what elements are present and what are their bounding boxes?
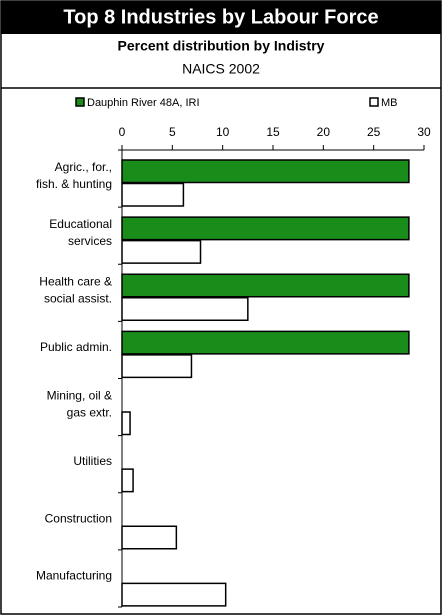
- label-line: Agric., for.,: [55, 160, 112, 174]
- x-tick-label: 0: [119, 125, 126, 139]
- x-tick-label: 25: [367, 125, 381, 139]
- bar: [121, 354, 193, 379]
- bar: [121, 297, 249, 321]
- legend-label: Dauphin River 48A, IRI: [87, 97, 200, 109]
- label-line: Construction: [45, 511, 112, 525]
- label-line: fish. & hunting: [36, 177, 112, 191]
- label-line: Educational: [49, 217, 112, 231]
- bar: [121, 468, 134, 493]
- x-tick-label: 15: [266, 125, 280, 139]
- bar: [121, 525, 178, 550]
- label-line: Mining, oil &: [47, 389, 112, 403]
- bar: [121, 159, 410, 184]
- bar: [121, 330, 410, 355]
- y-tick-label: Agric., for., fish. & hunting: [36, 160, 112, 191]
- bar: [121, 411, 131, 436]
- y-tick-label: Manufacturing: [36, 569, 112, 583]
- x-tick-label: 10: [216, 125, 230, 139]
- y-tick-label: Mining, oil & gas extr.: [47, 389, 112, 420]
- x-tick-label: 20: [317, 125, 331, 139]
- bar: [121, 582, 227, 607]
- bar: [121, 216, 410, 241]
- label-line: social assist.: [44, 291, 112, 305]
- bar: [121, 182, 185, 207]
- bar: [121, 273, 410, 298]
- bar: [121, 239, 202, 264]
- x-tick-label: 5: [169, 125, 176, 139]
- y-tick-label: Utilities: [73, 454, 112, 468]
- chart-title: Top 8 Industries by Labour Force: [63, 6, 378, 28]
- title-bar: [1, 1, 441, 34]
- chart-subtitle: NAICS 2002: [182, 61, 260, 77]
- label-line: Manufacturing: [36, 569, 112, 583]
- label-line: Utilities: [73, 454, 112, 468]
- y-tick-label: Health care & social assist.: [39, 274, 112, 305]
- legend-label: MB: [381, 97, 398, 109]
- x-tick-label: 30: [417, 125, 431, 139]
- label-line: Public admin.: [40, 340, 112, 354]
- legend-swatch: [75, 97, 85, 107]
- label-line: gas extr.: [67, 406, 112, 420]
- label-line: Health care &: [39, 274, 112, 288]
- chart-subtitle: Percent distribution by Indistry: [118, 38, 325, 54]
- legend-swatch: [369, 97, 379, 107]
- y-tick-label: Construction: [45, 511, 112, 525]
- label-line: services: [68, 234, 112, 248]
- y-tick-label: Public admin.: [40, 340, 112, 354]
- y-tick-label: Educational services: [49, 217, 112, 248]
